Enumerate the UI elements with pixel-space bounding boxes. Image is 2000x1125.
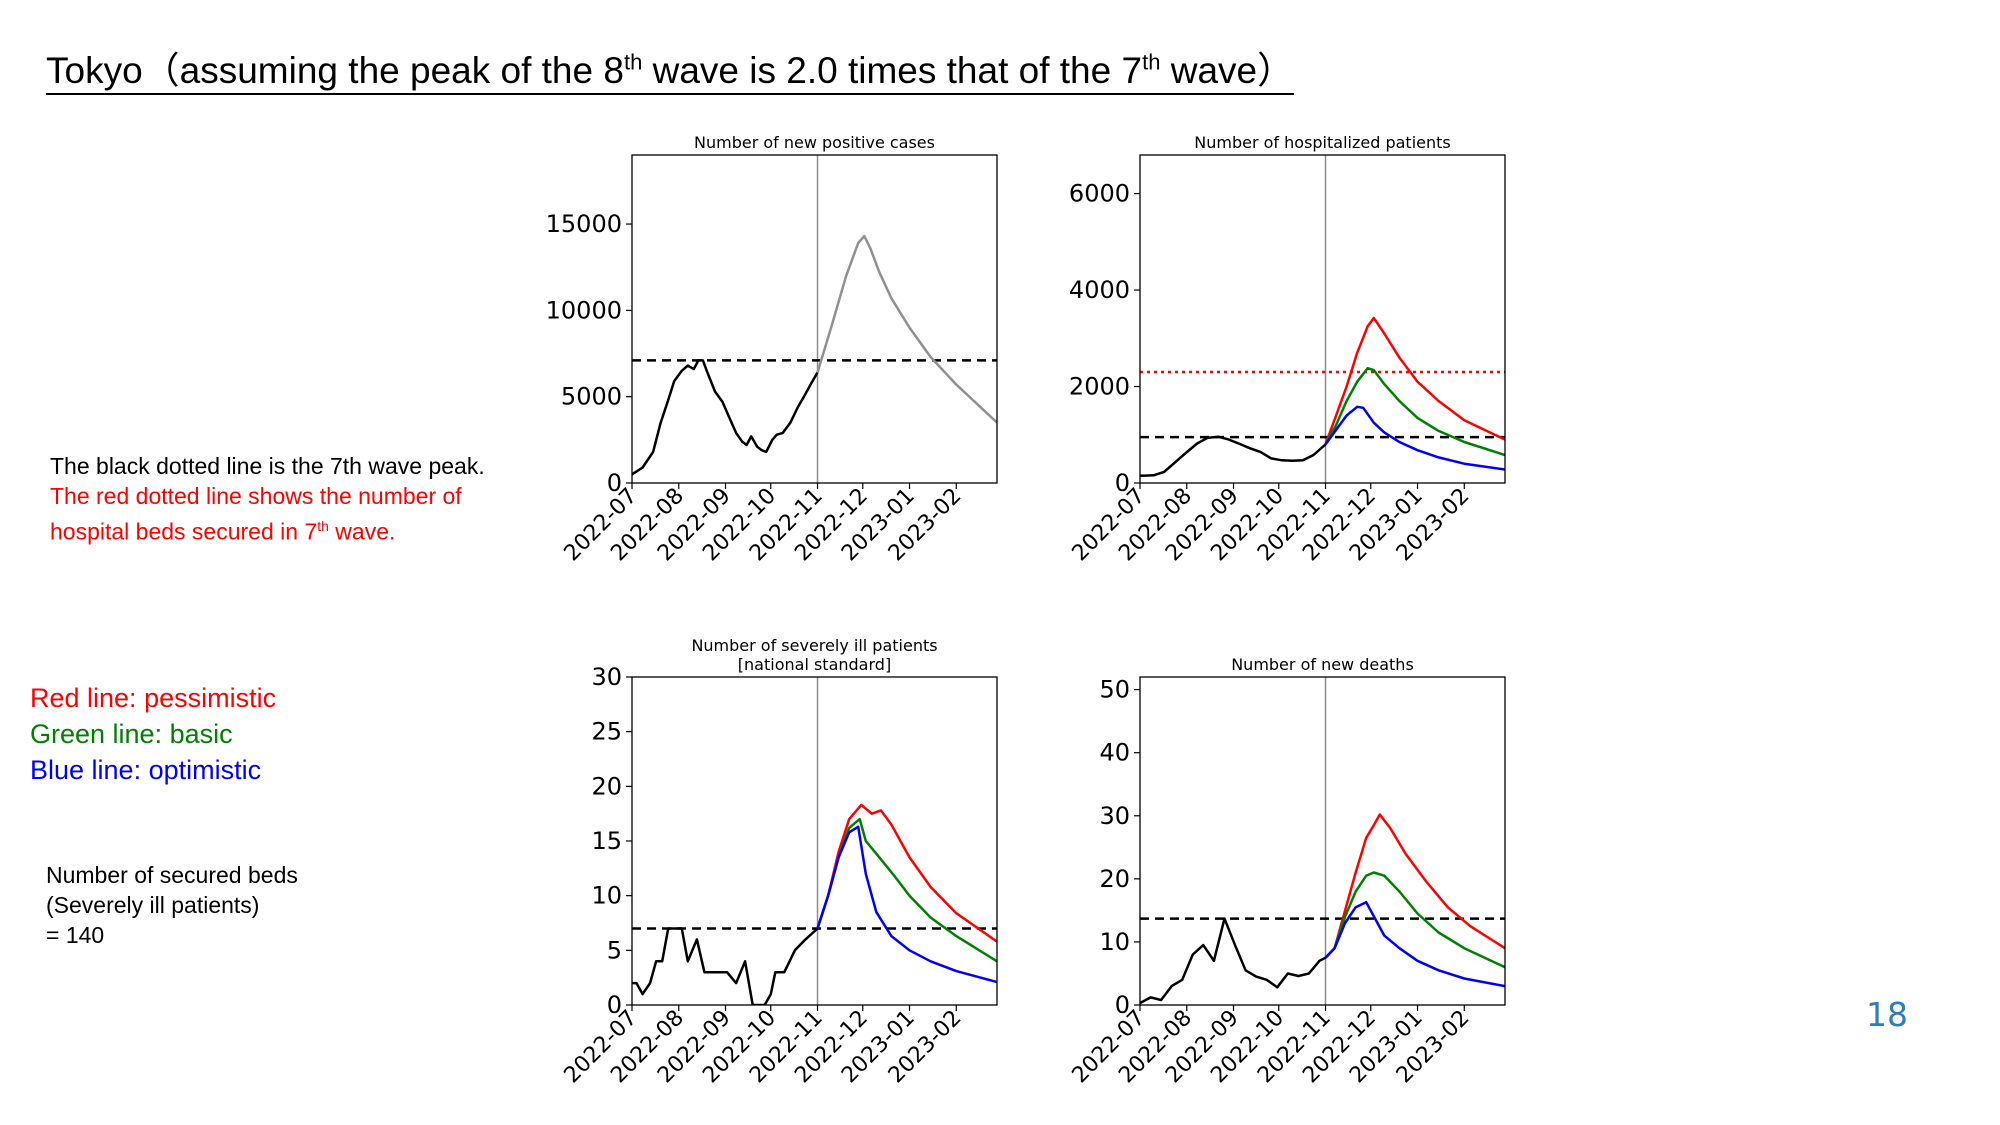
- series-basic: [1324, 366, 1505, 457]
- note-black-line: The black dotted line is the 7th wave pe…: [50, 453, 485, 479]
- y-tick-label: 40: [1099, 739, 1130, 767]
- series-observed: [1140, 917, 1327, 1005]
- chart-title: Number of severely ill patients: [691, 636, 937, 655]
- series-pessimistic: [1324, 316, 1505, 445]
- y-tick-label: 10000: [546, 296, 622, 324]
- plot-frame: [1139, 676, 1506, 1006]
- series-optimistic: [816, 825, 997, 984]
- plot-area: [1140, 155, 1505, 483]
- plot-area: [1140, 677, 1505, 1005]
- plot-area: [632, 155, 997, 483]
- beds-note-line-1: Number of secured beds: [46, 862, 298, 888]
- y-tick-label: 0: [607, 991, 622, 1019]
- series-basic: [1324, 871, 1505, 969]
- y-tick-label: 15: [591, 827, 622, 855]
- y-tick-label: 20: [591, 772, 622, 800]
- y-tick-label: 0: [1115, 469, 1130, 497]
- y-tick-label: 6000: [1069, 180, 1130, 208]
- y-tick-label: 2000: [1069, 373, 1130, 401]
- y-tick-label: 10: [591, 882, 622, 910]
- series-projection: [816, 234, 997, 424]
- slide-title: Tokyo（assuming the peak of the 8th wave …: [46, 40, 1295, 95]
- y-tick-label: 5: [607, 936, 622, 964]
- series-observed: [632, 359, 819, 476]
- chart-title: Number of hospitalized patients: [1194, 133, 1450, 152]
- scenario-legend: Red line: pessimistic Green line: basic …: [30, 680, 276, 788]
- series-observed: [632, 927, 819, 1005]
- y-tick-label: 10: [1099, 928, 1130, 956]
- legend-basic: Green line: basic: [30, 719, 233, 749]
- y-tick-label: 20: [1099, 865, 1130, 893]
- y-tick-label: 30: [591, 663, 622, 691]
- series-optimistic: [1324, 900, 1505, 988]
- y-tick-label: 25: [591, 718, 622, 746]
- y-tick-label: 15000: [546, 210, 622, 238]
- series-pessimistic: [1324, 813, 1505, 959]
- plot-area: [632, 677, 997, 1005]
- plot-frame: [1139, 154, 1506, 484]
- beds-note-line-2: (Severely ill patients): [46, 892, 260, 918]
- plot-frame: [631, 154, 998, 484]
- note-red-line-1: The red dotted line shows the number of: [50, 483, 462, 509]
- series-optimistic: [1324, 405, 1505, 471]
- series-observed: [1140, 435, 1327, 478]
- chart-subtitle: [national standard]: [738, 655, 891, 674]
- y-tick-label: 0: [1115, 991, 1130, 1019]
- y-tick-label: 0: [607, 469, 622, 497]
- y-tick-label: 30: [1099, 802, 1130, 830]
- chart-title: Number of new deaths: [1231, 655, 1414, 674]
- note-red-line-2: hospital beds secured in 7th wave.: [50, 518, 396, 545]
- y-tick-label: 4000: [1069, 276, 1130, 304]
- legend-optimistic: Blue line: optimistic: [30, 755, 262, 785]
- chart-title: Number of new positive cases: [694, 133, 935, 152]
- secured-beds-note: Number of secured beds (Severely ill pat…: [46, 860, 298, 950]
- beds-note-line-3: = 140: [46, 922, 105, 948]
- y-tick-label: 50: [1099, 676, 1130, 704]
- page-number: 18: [1866, 995, 1908, 1034]
- y-tick-label: 5000: [561, 383, 622, 411]
- legend-pessimistic: Red line: pessimistic: [30, 683, 277, 713]
